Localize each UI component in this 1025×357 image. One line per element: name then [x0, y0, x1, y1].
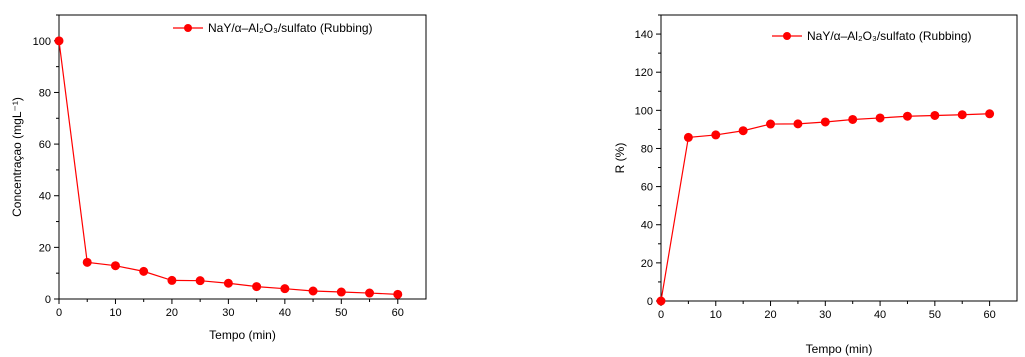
data-point [902, 111, 912, 121]
data-point [54, 36, 64, 46]
data-point [223, 278, 233, 288]
plot-frame [660, 14, 1018, 302]
legend: NaY/α–Al₂O₃/sulfato (Rubbing) [173, 21, 373, 35]
y-tick-label: 100 [33, 36, 51, 48]
data-point [393, 289, 403, 299]
x-tick-label: 60 [983, 309, 995, 321]
x-tick-label: 10 [710, 309, 722, 321]
data-point [683, 132, 693, 142]
legend-label: NaY/α–Al₂O₃/sulfato (Rubbing) [807, 29, 972, 43]
y-axis-label: R (%) [613, 143, 627, 174]
data-point [280, 284, 290, 294]
x-tick-label: 50 [335, 307, 347, 319]
data-point [738, 126, 748, 136]
x-tick-label: 40 [279, 307, 291, 319]
data-point [365, 288, 375, 298]
data-point [656, 296, 666, 306]
legend-label: NaY/α–Al₂O₃/sulfato (Rubbing) [208, 21, 373, 35]
y-tick-label: 60 [39, 139, 51, 151]
series-line [58, 40, 398, 295]
x-tick-label: 50 [929, 309, 941, 321]
x-tick-label: 10 [109, 307, 121, 319]
x-tick-label: 60 [392, 307, 404, 319]
y-tick-label: 80 [641, 143, 653, 155]
y-tick-label: 20 [641, 258, 653, 270]
data-point [766, 119, 776, 129]
x-tick-label: 20 [764, 309, 776, 321]
y-tick-label: 60 [641, 182, 653, 194]
data-point [848, 114, 858, 124]
y-tick-label: 40 [641, 220, 653, 232]
y-tick-label: 100 [635, 105, 653, 117]
data-point [139, 266, 149, 276]
y-tick-label: 20 [39, 242, 51, 254]
data-point [711, 130, 721, 140]
legend-marker [184, 24, 192, 32]
chart-2: 0 10 20 30 40 50 60 0 20 40 60 80 100 120 140 Tempo (mi… [613, 14, 1018, 356]
x-axis-label: Tempo (min) [806, 342, 873, 356]
y-tick-label: 0 [45, 294, 51, 306]
data-point [875, 113, 885, 123]
y-tick-label: 80 [39, 87, 51, 99]
x-tick-label: 0 [56, 307, 62, 319]
x-tick-label: 20 [166, 307, 178, 319]
y-tick-label: 40 [39, 191, 51, 203]
x-tick-label: 40 [874, 309, 886, 321]
legend-marker [783, 32, 791, 40]
data-point [336, 287, 346, 297]
data-point [957, 110, 967, 120]
data-point [820, 117, 830, 127]
x-tick-label: 0 [658, 309, 664, 321]
data-point [167, 275, 177, 285]
series-line [660, 113, 990, 302]
data-point [195, 276, 205, 286]
data-point [985, 109, 995, 119]
x-tick-label: 30 [222, 307, 234, 319]
data-point [110, 261, 120, 271]
x-axis-label: Tempo (min) [209, 328, 276, 342]
x-tick-label: 30 [819, 309, 831, 321]
data-point [793, 119, 803, 129]
y-axis-label: Concentraçao (mgL⁻¹) [10, 97, 24, 217]
plot-frame [58, 14, 427, 300]
y-tick-label: 120 [635, 67, 653, 79]
y-tick-label: 140 [635, 29, 653, 41]
data-point [82, 257, 92, 267]
data-point [930, 110, 940, 120]
y-tick-label: 0 [647, 296, 653, 308]
data-point [308, 286, 318, 296]
legend: NaY/α–Al₂O₃/sulfato (Rubbing) [772, 29, 972, 43]
chart-1: 0 10 20 30 40 50 60 0 20 40 60 80 100 Tempo (min) Conc… [10, 14, 427, 342]
data-point [252, 282, 262, 292]
